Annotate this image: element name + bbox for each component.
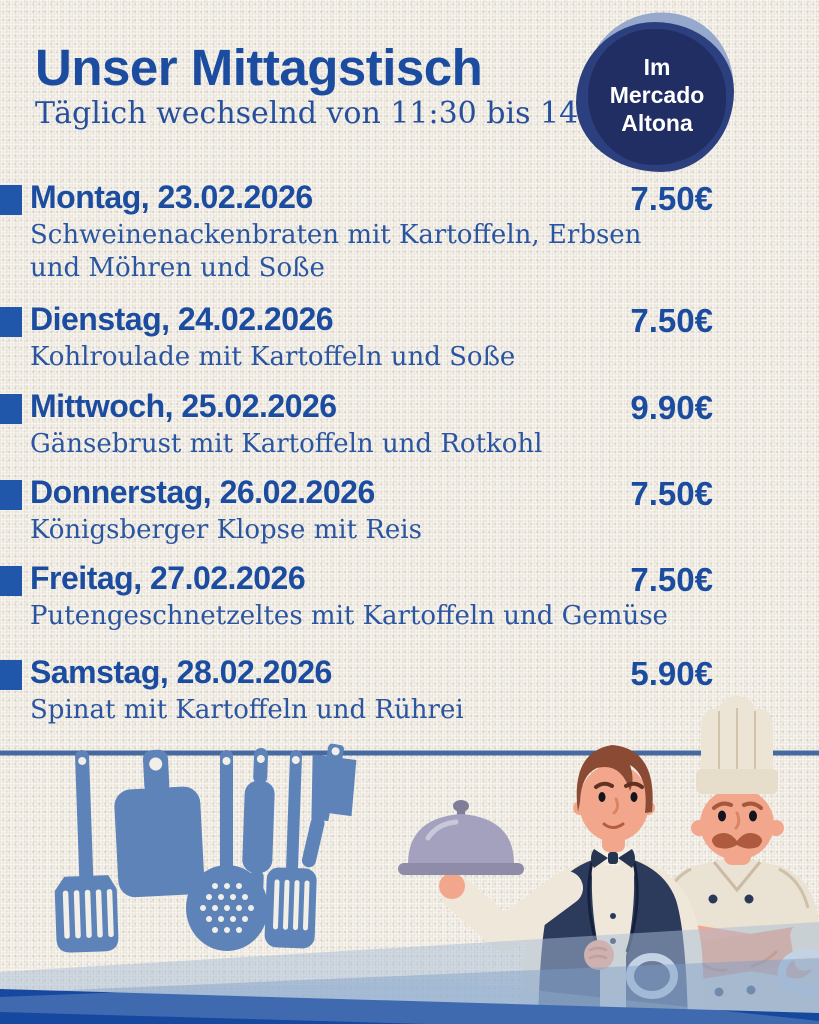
dish-description: Schweinenackenbraten mit Kartoffeln, Erb…	[0, 219, 819, 285]
cleaver-icon	[301, 743, 357, 868]
price: 7.50€	[630, 561, 713, 598]
page-subtitle: Täglich wechselnd von 11:30 bis 14:00	[35, 96, 627, 131]
slotted-turner-icon	[264, 749, 317, 949]
waiter-hair	[576, 745, 653, 813]
menu-item: Freitag, 27.02.2026 7.50€ Putengeschnetz…	[0, 560, 819, 633]
badge-line-3: Altona	[621, 110, 693, 136]
page-title: Unser Mittagstisch	[35, 39, 483, 96]
dish-description-line: Putengeschnetzeltes mit Kartoffeln und G…	[30, 601, 668, 631]
waiter-arm	[441, 871, 583, 951]
price: 7.50€	[630, 475, 713, 512]
badge-line-2: Mercado	[609, 82, 705, 108]
day-heading: Montag, 23.02.2026	[30, 179, 313, 215]
menu-item: Dienstag, 24.02.2026 7.50€ Kohlroulade m…	[0, 301, 819, 374]
day-bullet	[0, 394, 22, 424]
cutting-board-icon	[114, 749, 205, 898]
footer-illustration	[0, 696, 819, 1024]
rolling-pin-icon	[242, 748, 275, 900]
day-bullet	[0, 185, 22, 215]
day-bullet	[0, 660, 22, 690]
skimmer-icon	[186, 750, 268, 951]
day-heading: Freitag, 27.02.2026	[30, 560, 306, 596]
spatula-icon	[54, 749, 119, 953]
menu-item: Mittwoch, 25.02.2026 9.90€ Gänsebrust mi…	[0, 388, 819, 461]
price: 7.50€	[630, 302, 713, 339]
utensil-rack	[54, 743, 357, 953]
price: 9.90€	[630, 389, 713, 426]
dish-description: Putengeschnetzeltes mit Kartoffeln und G…	[0, 600, 819, 633]
badge-inner-blob	[588, 29, 726, 165]
waiter-hand	[439, 873, 465, 899]
dish-description-line: Königsberger Klopse mit Reis	[30, 515, 422, 545]
price: 7.50€	[630, 180, 713, 217]
bottom-wedge	[0, 980, 819, 1024]
dish-description-line: Schweinenackenbraten mit Kartoffeln, Erb…	[30, 220, 642, 250]
price: 5.90€	[630, 655, 713, 692]
dish-description: Spinat mit Kartoffeln und Rührei	[0, 694, 819, 727]
dish-description-line: Spinat mit Kartoffeln und Rührei	[30, 695, 464, 725]
chef-mustache	[712, 833, 762, 849]
badge-text: Im Mercado Altona	[576, 53, 738, 137]
dish-description: Königsberger Klopse mit Reis	[0, 514, 819, 547]
dish-description-line: und Möhren und Soße	[30, 253, 325, 283]
day-heading: Mittwoch, 25.02.2026	[30, 388, 337, 424]
location-badge: Im Mercado Altona	[572, 0, 748, 174]
day-heading: Samstag, 28.02.2026	[30, 654, 332, 690]
bottom-band	[0, 989, 819, 1024]
day-bullet	[0, 480, 22, 510]
badge-line-1: Im	[643, 54, 671, 80]
day-heading: Dienstag, 24.02.2026	[30, 301, 334, 337]
day-bullet	[0, 307, 22, 337]
menu-item: Donnerstag, 26.02.2026 7.50€ Königsberge…	[0, 474, 819, 547]
cloche-icon	[398, 800, 524, 875]
day-bullet	[0, 566, 22, 596]
menu-item: Samstag, 28.02.2026 5.90€ Spinat mit Kar…	[0, 654, 819, 727]
dish-description: Kohlroulade mit Kartoffeln und Soße	[0, 341, 819, 374]
dish-description-line: Gänsebrust mit Kartoffeln und Rotkohl	[30, 429, 543, 459]
menu-item: Montag, 23.02.2026 7.50€ Schweinenackenb…	[0, 179, 819, 285]
dish-description: Gänsebrust mit Kartoffeln und Rotkohl	[0, 428, 819, 461]
day-heading: Donnerstag, 26.02.2026	[30, 474, 375, 510]
dish-description-line: Kohlroulade mit Kartoffeln und Soße	[30, 342, 516, 372]
bow-tie-icon	[591, 849, 635, 868]
chef-hat-icon	[696, 696, 778, 794]
